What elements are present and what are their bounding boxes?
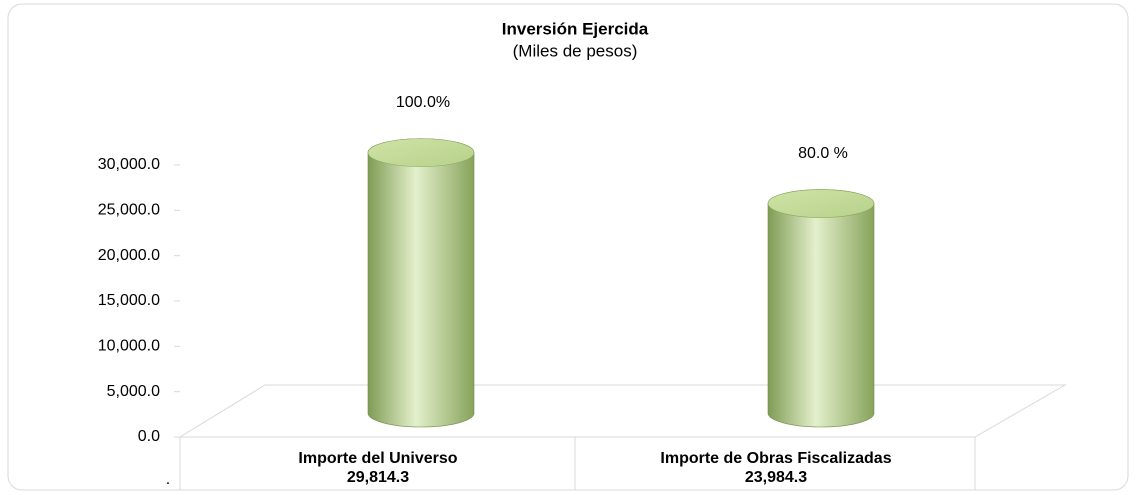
x-tick-label: Importe de Obras Fiscalizadas [660,450,891,467]
y-tick-label: 0.0 [138,428,160,445]
y-tick-label: 20,000.0 [98,247,160,264]
chart-frame [7,3,1129,491]
x-tick-label: Importe del Universo [298,450,457,467]
y-tick-label: 15,000.0 [98,292,160,309]
bar-top [767,189,875,218]
y-tick-label: 30,000.0 [98,156,160,173]
bar [767,189,875,428]
value-label: 23,984.3 [745,469,807,486]
chart-subtitle: (Miles de pesos) [513,41,638,60]
floor [178,384,1067,438]
value-label: 29,814.3 [347,469,409,486]
bar [367,138,475,428]
bar-top [367,138,475,167]
y-tick-label: 25,000.0 [98,202,160,219]
y-tick-label: 5,000.0 [107,383,160,400]
annotation: 80.0 % [798,145,848,162]
chart-title: Inversión Ejercida [502,19,649,38]
annotation: 100.0% [396,94,450,111]
footnote: . [166,471,170,488]
y-tick-label: 10,000.0 [98,338,160,355]
